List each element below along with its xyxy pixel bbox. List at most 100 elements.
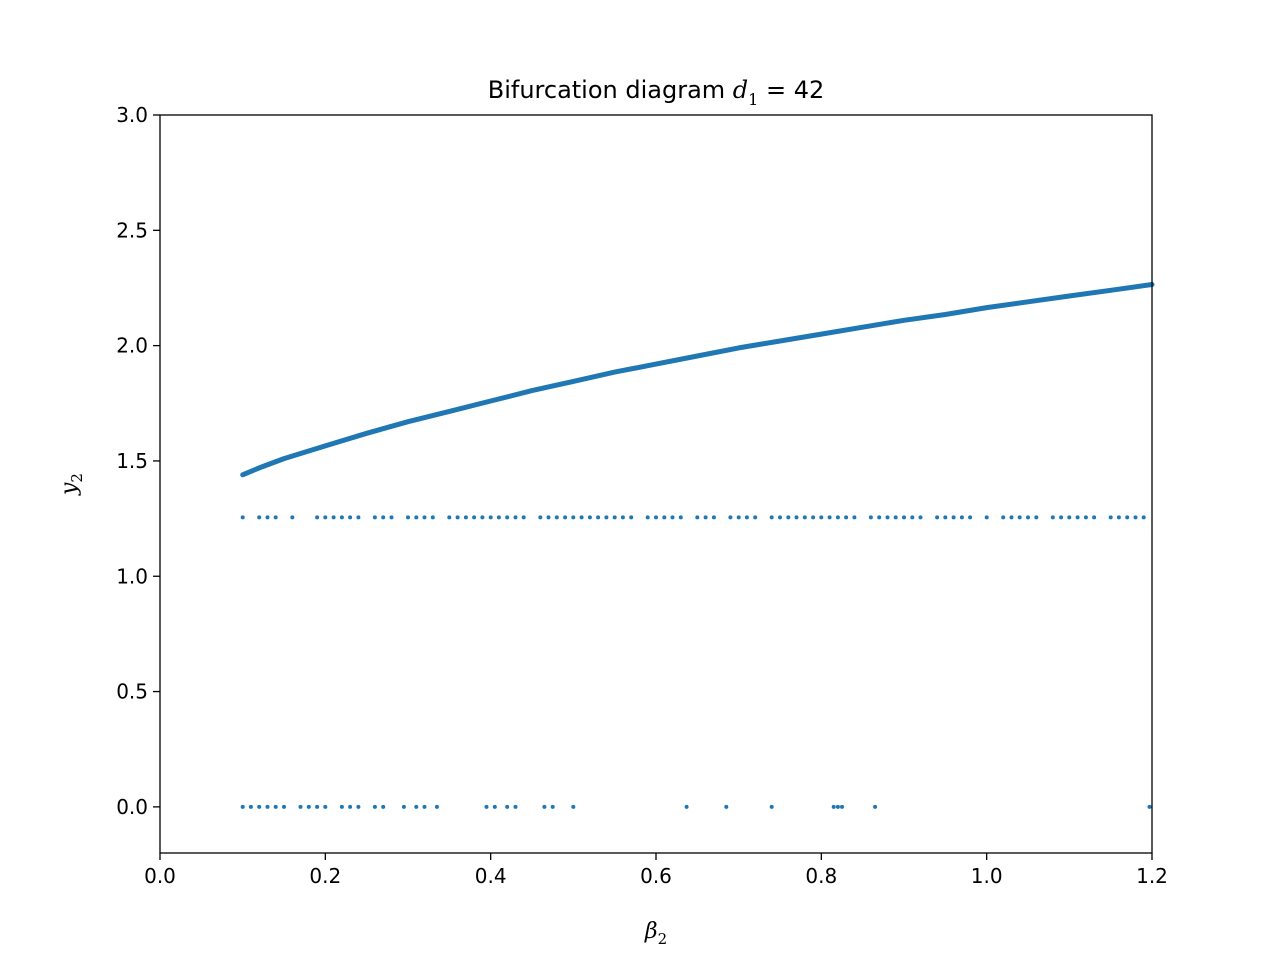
- zero-branch-point: [434, 804, 439, 809]
- middle-branch-point: [1001, 515, 1006, 520]
- zero-branch-point: [315, 804, 320, 809]
- y-tick-label: 3.0: [116, 103, 148, 127]
- middle-branch-point: [877, 515, 882, 520]
- middle-branch-point: [1141, 515, 1146, 520]
- middle-branch-point: [695, 515, 700, 520]
- y-tick-label: 1.5: [116, 449, 148, 473]
- middle-branch-point: [910, 515, 915, 520]
- middle-branch-point: [959, 515, 964, 520]
- middle-branch-point: [455, 515, 460, 520]
- middle-branch-point: [554, 515, 559, 520]
- x-axis: 0.0 0.2 0.4 0.6 0.8 1.0 1.2: [144, 853, 1168, 888]
- zero-branch-point: [835, 804, 840, 809]
- middle-branch-point: [1133, 515, 1138, 520]
- middle-branch-point: [1050, 515, 1055, 520]
- middle-branch-point: [703, 515, 708, 520]
- middle-branch-point: [1075, 515, 1080, 520]
- middle-branch-point: [918, 515, 923, 520]
- zero-branch-point: [306, 804, 311, 809]
- x-tick-label: 1.0: [971, 864, 1003, 888]
- middle-branch-point: [331, 515, 336, 520]
- middle-branch-point: [794, 515, 799, 520]
- zero-branch-point: [550, 804, 555, 809]
- y-axis: 0.0 0.5 1.0 1.5 2.0 2.5 3.0: [116, 103, 160, 819]
- middle-branch-point: [662, 515, 667, 520]
- middle-branch-point: [257, 515, 262, 520]
- middle-branch-point: [802, 515, 807, 520]
- zero-branch-point: [414, 804, 419, 809]
- middle-branch-point: [1026, 515, 1030, 520]
- middle-branch-point: [1092, 515, 1097, 520]
- middle-branch-point: [1116, 515, 1121, 520]
- middle-branch-point: [819, 515, 824, 520]
- zero-branch-point: [724, 804, 729, 809]
- middle-branch-point: [769, 515, 774, 520]
- middle-branch-point: [447, 515, 452, 520]
- middle-branch-point: [587, 515, 592, 520]
- middle-branch-point: [968, 515, 973, 520]
- middle-branch-point: [563, 515, 568, 520]
- zero-branch-point: [513, 804, 518, 809]
- middle-branch-point: [1034, 515, 1039, 520]
- middle-branch-point: [984, 515, 989, 520]
- middle-branch-point: [654, 515, 658, 520]
- middle-branch-point: [1009, 515, 1014, 520]
- zero-branch-point: [323, 804, 328, 809]
- middle-branch-point: [744, 515, 749, 520]
- middle-branch-point: [546, 515, 551, 520]
- middle-branch-point: [339, 515, 344, 520]
- middle-branch-point: [521, 515, 526, 520]
- zero-branch-point: [484, 804, 489, 809]
- middle-branch-point: [827, 515, 832, 520]
- middle-branch-point: [571, 515, 576, 520]
- middle-branch-point: [422, 515, 427, 520]
- zero-branch-point: [356, 804, 361, 809]
- middle-branch-point: [852, 515, 857, 520]
- middle-branch-point: [406, 515, 410, 520]
- zero-branch-point: [492, 804, 497, 809]
- middle-branch-point: [935, 515, 940, 520]
- zero-branch-point: [542, 804, 547, 809]
- zero-branch-point: [372, 804, 377, 809]
- zero-branch-point: [273, 804, 278, 809]
- zero-branch-point: [339, 804, 344, 809]
- zero-branch-point: [265, 804, 270, 809]
- middle-branch-point: [579, 515, 584, 520]
- middle-branch-point: [480, 515, 485, 520]
- middle-branch-point: [372, 515, 377, 520]
- zero-branch-point: [282, 804, 286, 809]
- middle-branch-point: [645, 515, 650, 520]
- y-tick-label: 0.0: [116, 795, 148, 819]
- middle-branch-point: [381, 515, 386, 520]
- zero-branch-point: [257, 804, 262, 809]
- middle-branch-point: [596, 515, 601, 520]
- middle-branch-point: [835, 515, 840, 520]
- x-tick-label: 0.6: [640, 864, 672, 888]
- middle-branch-point: [505, 515, 510, 520]
- zero-branch-point: [840, 804, 844, 809]
- middle-branch-point: [356, 515, 361, 520]
- zero-branch-point: [873, 804, 878, 809]
- y-axis-label: y2: [57, 473, 86, 496]
- middle-branch-point: [273, 515, 278, 520]
- middle-branch-point: [844, 515, 849, 520]
- middle-branch-point: [488, 515, 493, 520]
- middle-branch-point: [323, 515, 328, 520]
- middle-branch-point: [414, 515, 419, 520]
- zero-branch-point: [769, 804, 774, 809]
- zero-branch-point: [248, 804, 253, 809]
- middle-branch-point: [678, 515, 683, 520]
- middle-branch-point: [240, 515, 245, 520]
- middle-branch-point: [348, 515, 353, 520]
- middle-branch-point: [885, 515, 890, 520]
- middle-branch-point: [1067, 515, 1072, 520]
- middle-branch-point: [1125, 515, 1130, 520]
- x-tick-label: 0.0: [144, 864, 176, 888]
- zero-branch-point: [1147, 804, 1152, 809]
- middle-branch-point: [943, 515, 948, 520]
- x-tick-label: 0.2: [309, 864, 341, 888]
- middle-branch-point: [868, 515, 873, 520]
- zero-branch-point: [831, 804, 836, 809]
